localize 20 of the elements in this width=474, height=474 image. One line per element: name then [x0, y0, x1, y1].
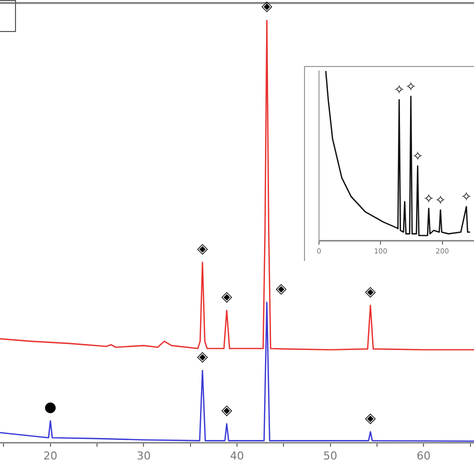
- x-tick-label: 60: [416, 449, 431, 462]
- annotation: ◈: [197, 240, 208, 257]
- x-tick-label: 20: [43, 449, 58, 462]
- annotation: ◈: [276, 281, 287, 298]
- x-tick-label: 30: [136, 449, 151, 462]
- annotation: ◈: [365, 410, 376, 426]
- annotation: ✧: [412, 149, 424, 164]
- x-tick-label: 40: [230, 449, 244, 462]
- annotation: ◈: [365, 284, 376, 300]
- annotation: ✧: [394, 83, 405, 98]
- annotation: ●: [44, 399, 56, 416]
- annotation: ✧: [460, 190, 472, 206]
- annotation: ✧: [435, 193, 446, 208]
- x-tick-label: 50: [323, 449, 338, 462]
- annotation: ◈: [221, 402, 232, 418]
- annotation: ✧: [423, 192, 434, 207]
- annotation: ◈: [221, 289, 232, 306]
- annotation: ◈: [261, 0, 272, 15]
- annotation: ◈: [197, 349, 208, 366]
- annotation: ✧: [405, 80, 416, 95]
